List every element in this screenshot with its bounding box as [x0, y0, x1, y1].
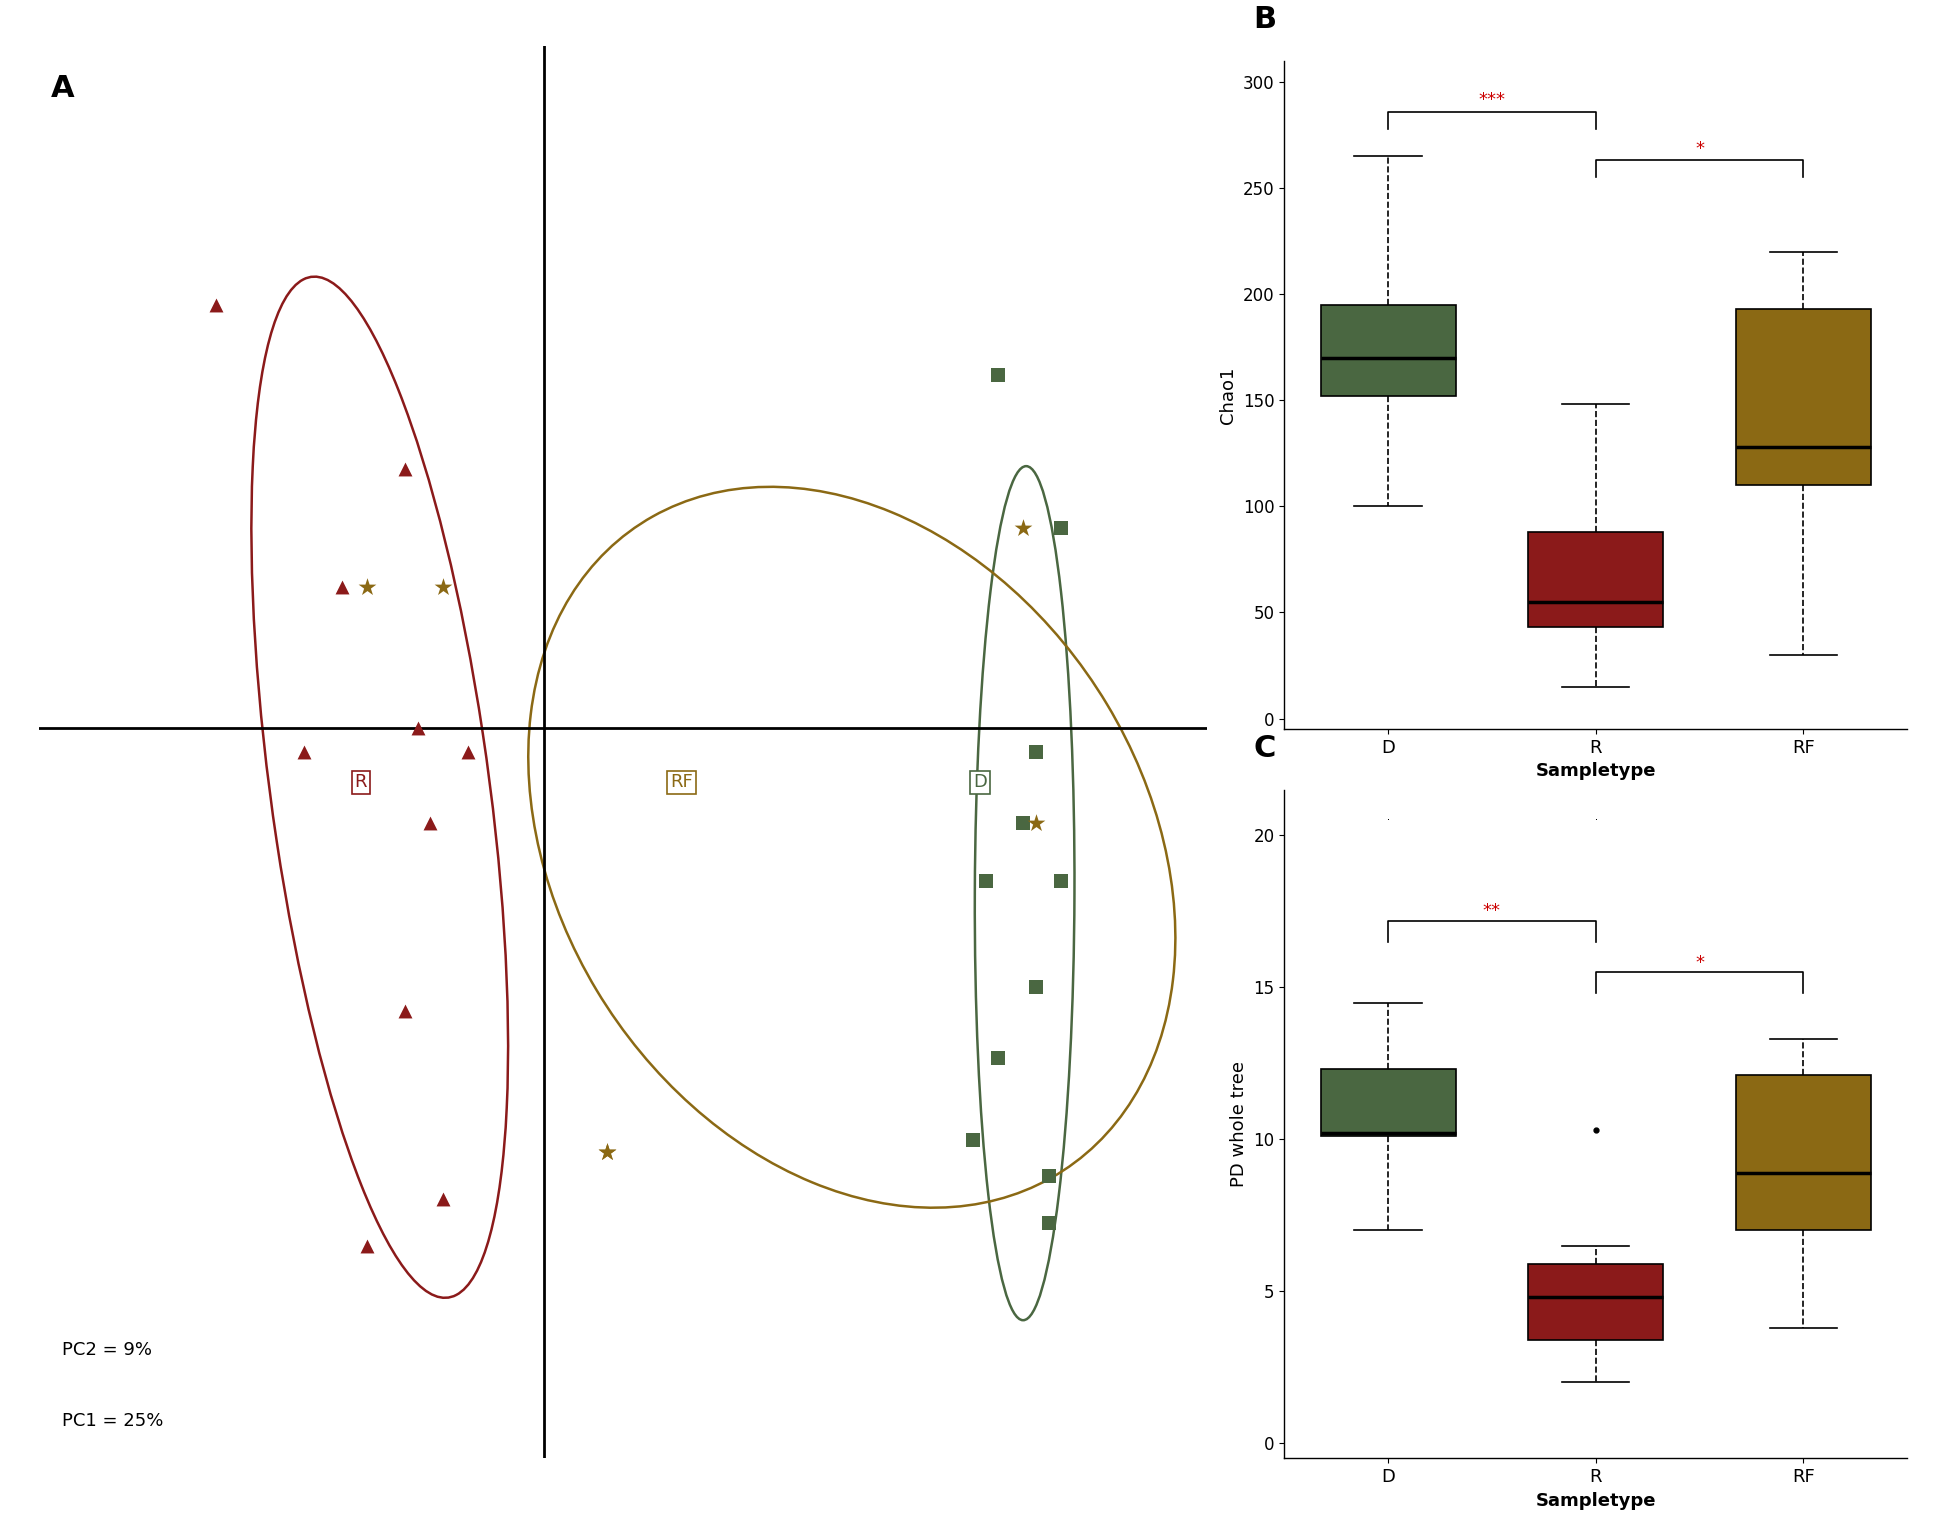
Point — [1020, 810, 1051, 834]
Point — [389, 457, 420, 482]
PathPatch shape — [1528, 532, 1664, 627]
Text: C: C — [1253, 734, 1275, 763]
Point — [1045, 516, 1076, 541]
Point — [983, 363, 1014, 387]
Point — [1033, 1164, 1064, 1188]
Text: D: D — [973, 773, 987, 791]
Point — [200, 292, 232, 316]
Point — [957, 1129, 989, 1153]
Point — [453, 740, 485, 764]
Point — [327, 574, 358, 598]
Point — [1020, 740, 1051, 764]
Point — [403, 715, 434, 740]
Text: A: A — [51, 74, 74, 103]
Point — [592, 1139, 623, 1164]
X-axis label: Sampletype: Sampletype — [1535, 1492, 1656, 1510]
Point — [1045, 869, 1076, 893]
Text: **: ** — [1483, 902, 1500, 921]
PathPatch shape — [1736, 1075, 1870, 1230]
Point — [592, 1139, 623, 1164]
Text: RF: RF — [669, 773, 693, 791]
Text: ***: *** — [1479, 91, 1506, 109]
Point — [389, 1000, 420, 1024]
Text: PC2 = 9%: PC2 = 9% — [62, 1341, 152, 1360]
Text: R: R — [354, 773, 368, 791]
PathPatch shape — [1736, 308, 1870, 485]
Text: *: * — [1695, 954, 1705, 972]
Text: PC1 = 25%: PC1 = 25% — [62, 1413, 163, 1429]
PathPatch shape — [1528, 1264, 1664, 1340]
Point — [1020, 975, 1051, 1000]
PathPatch shape — [1321, 1069, 1456, 1136]
Y-axis label: PD whole tree: PD whole tree — [1230, 1062, 1247, 1186]
PathPatch shape — [1321, 305, 1456, 396]
Point — [288, 740, 319, 764]
Point — [983, 1045, 1014, 1069]
Point — [352, 1233, 383, 1258]
Point — [1033, 1211, 1064, 1235]
Y-axis label: Chao1: Chao1 — [1220, 366, 1238, 424]
Point — [414, 810, 446, 834]
Point — [969, 869, 1000, 893]
Text: B: B — [1253, 5, 1277, 33]
Point — [1008, 810, 1039, 834]
Point — [428, 574, 459, 598]
X-axis label: Sampletype: Sampletype — [1535, 763, 1656, 781]
Point — [352, 574, 383, 598]
Point — [428, 1188, 459, 1212]
Text: *: * — [1695, 140, 1705, 158]
Point — [1008, 516, 1039, 541]
